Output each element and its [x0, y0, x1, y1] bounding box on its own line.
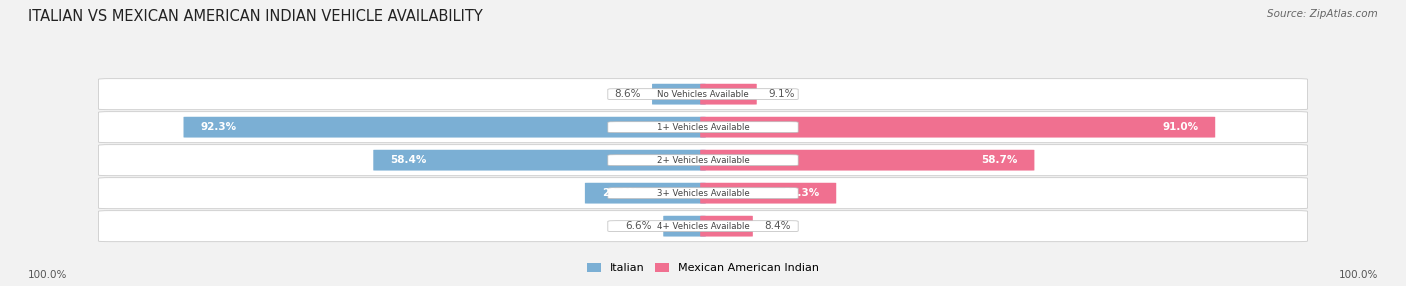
FancyBboxPatch shape [98, 178, 1308, 209]
Text: 58.4%: 58.4% [389, 155, 426, 165]
FancyBboxPatch shape [652, 84, 706, 105]
Legend: Italian, Mexican American Indian: Italian, Mexican American Indian [583, 258, 823, 278]
Text: Source: ZipAtlas.com: Source: ZipAtlas.com [1267, 9, 1378, 19]
FancyBboxPatch shape [98, 79, 1308, 110]
FancyBboxPatch shape [98, 112, 1308, 143]
Text: 91.0%: 91.0% [1163, 122, 1198, 132]
Text: 1+ Vehicles Available: 1+ Vehicles Available [657, 123, 749, 132]
Text: ITALIAN VS MEXICAN AMERICAN INDIAN VEHICLE AVAILABILITY: ITALIAN VS MEXICAN AMERICAN INDIAN VEHIC… [28, 9, 482, 23]
Text: 23.3%: 23.3% [783, 188, 820, 198]
FancyBboxPatch shape [607, 155, 799, 166]
Text: 100.0%: 100.0% [28, 270, 67, 280]
Text: 8.6%: 8.6% [614, 89, 641, 99]
Text: 3+ Vehicles Available: 3+ Vehicles Available [657, 189, 749, 198]
Text: 8.4%: 8.4% [763, 221, 790, 231]
FancyBboxPatch shape [700, 84, 756, 105]
FancyBboxPatch shape [98, 211, 1308, 242]
FancyBboxPatch shape [607, 221, 799, 232]
Text: 58.7%: 58.7% [981, 155, 1018, 165]
FancyBboxPatch shape [607, 188, 799, 198]
FancyBboxPatch shape [585, 183, 706, 204]
Text: 4+ Vehicles Available: 4+ Vehicles Available [657, 222, 749, 231]
Text: No Vehicles Available: No Vehicles Available [657, 90, 749, 99]
FancyBboxPatch shape [700, 183, 837, 204]
FancyBboxPatch shape [700, 150, 1035, 170]
Text: 92.3%: 92.3% [200, 122, 236, 132]
FancyBboxPatch shape [664, 216, 706, 237]
FancyBboxPatch shape [373, 150, 706, 170]
Text: 100.0%: 100.0% [1339, 270, 1378, 280]
Text: 9.1%: 9.1% [768, 89, 794, 99]
FancyBboxPatch shape [700, 216, 752, 237]
Text: 6.6%: 6.6% [626, 221, 652, 231]
FancyBboxPatch shape [184, 117, 706, 138]
FancyBboxPatch shape [607, 89, 799, 100]
Text: 2+ Vehicles Available: 2+ Vehicles Available [657, 156, 749, 165]
FancyBboxPatch shape [700, 117, 1215, 138]
FancyBboxPatch shape [607, 122, 799, 133]
Text: 20.6%: 20.6% [602, 188, 638, 198]
FancyBboxPatch shape [98, 145, 1308, 176]
